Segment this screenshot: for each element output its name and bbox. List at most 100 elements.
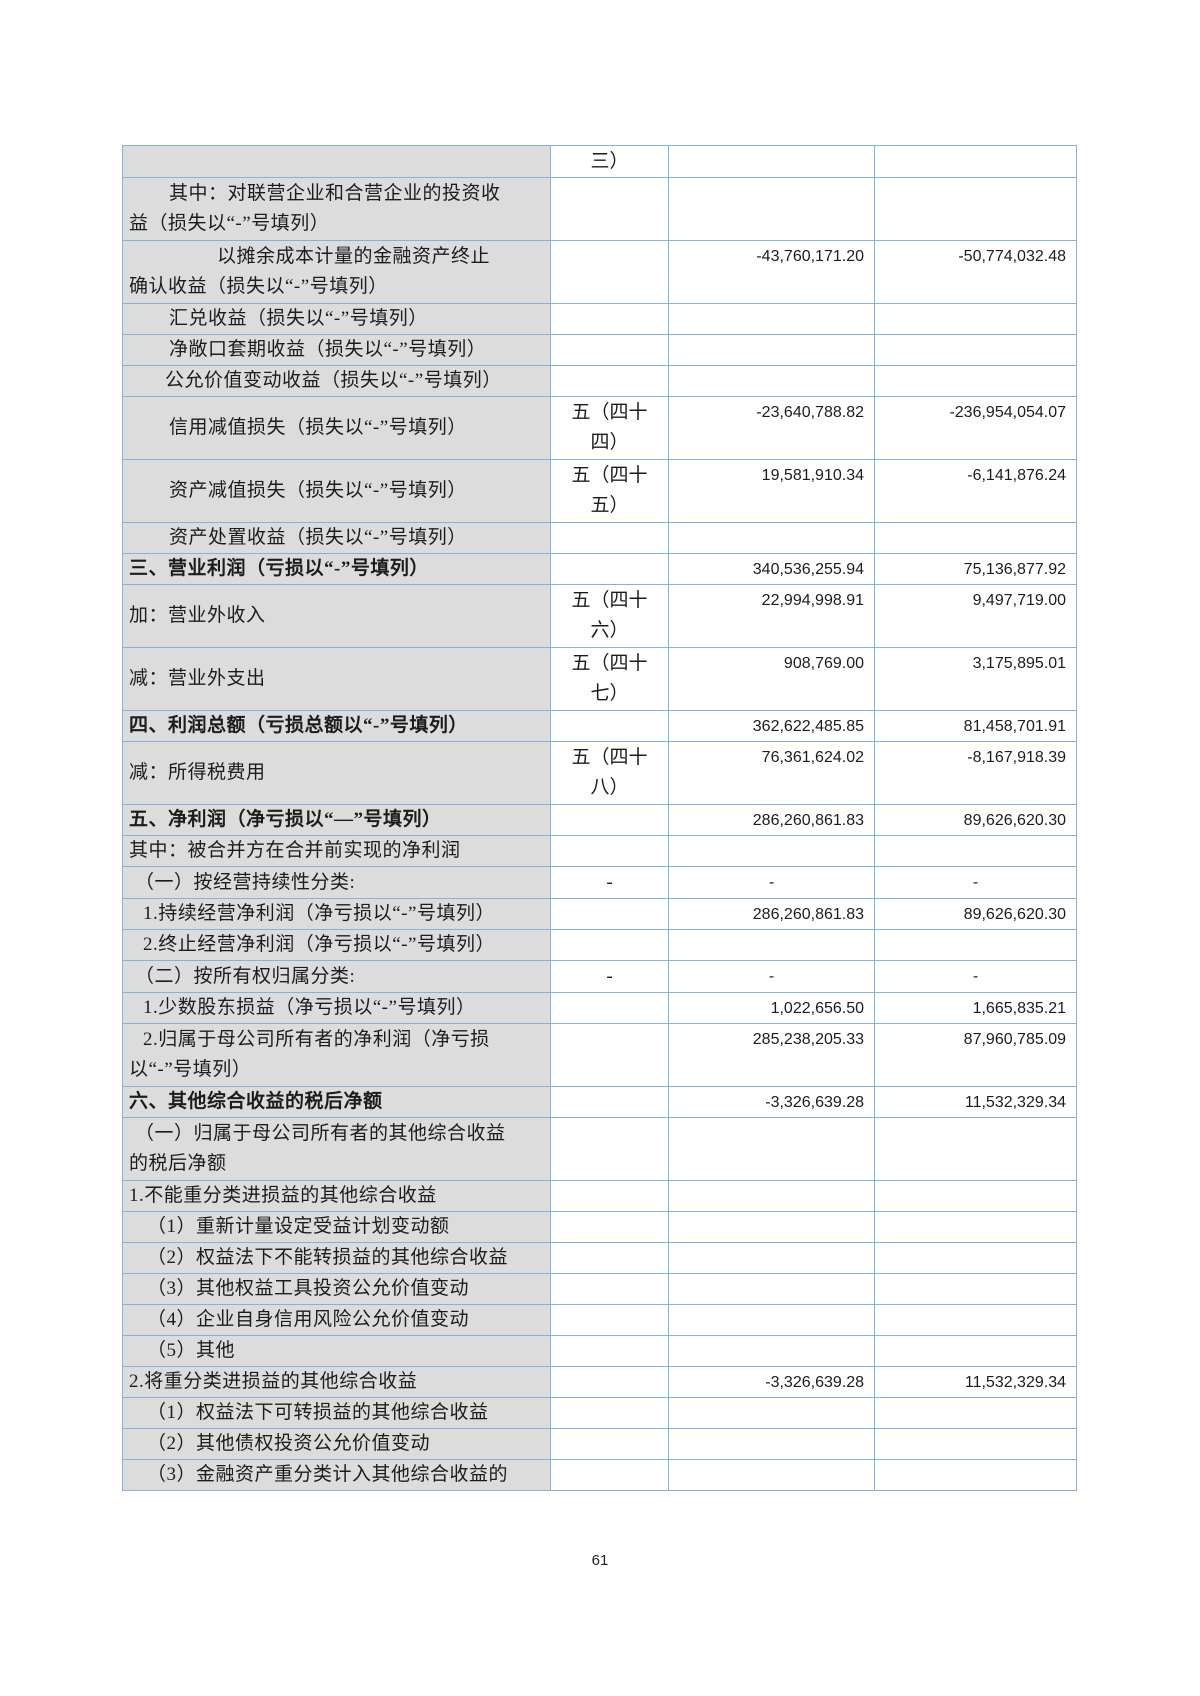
row-label-cell: 以摊余成本计量的金融资产终止 确认收益（损失以“-”号填列） — [122, 240, 551, 304]
value-prior-period-cell: 81,458,701.91 — [874, 710, 1077, 742]
note-reference-cell — [550, 1273, 669, 1305]
value-prior-period-cell — [874, 1335, 1077, 1367]
note-reference-cell — [550, 1304, 669, 1336]
note-reference-cell — [550, 710, 669, 742]
note-reference-cell — [550, 804, 669, 836]
table-row: 资产减值损失（损失以“-”号填列） 五（四十 五） 19,581,910.34 -6,… — [122, 459, 1077, 523]
value-prior-period-cell — [874, 522, 1077, 554]
value-prior-period-cell — [874, 929, 1077, 961]
note-reference-cell: 五（四十 四） — [550, 396, 669, 460]
note-reference-cell — [550, 1459, 669, 1491]
row-label-cell: 其中：被合并方在合并前实现的净利润 — [122, 835, 551, 867]
row-label-cell: 2.归属于母公司所有者的净利润（净亏损 以“-”号填列） — [122, 1023, 551, 1087]
value-current-period-cell: 1,022,656.50 — [668, 992, 875, 1024]
value-current-period-cell — [668, 145, 875, 178]
note-reference-cell — [550, 1086, 669, 1118]
table-row: （一）按经营持续性分类: - - - — [122, 866, 1077, 899]
row-label-cell: （3）金融资产重分类计入其他综合收益的 — [122, 1459, 551, 1491]
value-prior-period-cell: -6,141,876.24 — [874, 459, 1077, 523]
note-reference-cell — [550, 835, 669, 867]
row-label-cell: 资产减值损失（损失以“-”号填列） — [122, 459, 551, 523]
note-reference-cell: - — [550, 866, 669, 899]
value-prior-period-cell: 9,497,719.00 — [874, 584, 1077, 648]
value-prior-period-cell — [874, 1180, 1077, 1212]
value-prior-period-cell: - — [874, 960, 1077, 993]
table-row: 三、营业利润（亏损以“-”号填列） 340,536,255.94 75,136,87… — [122, 553, 1077, 585]
value-current-period-cell: -43,760,171.20 — [668, 240, 875, 304]
value-current-period-cell: 362,622,485.85 — [668, 710, 875, 742]
row-label-cell: 2.终止经营净利润（净亏损以“-”号填列） — [122, 929, 551, 961]
note-reference-cell: 三） — [550, 145, 669, 178]
note-reference-cell — [550, 240, 669, 304]
row-label-cell: （3）其他权益工具投资公允价值变动 — [122, 1273, 551, 1305]
value-prior-period-cell — [874, 1211, 1077, 1243]
value-current-period-cell — [668, 1335, 875, 1367]
value-current-period-cell: 286,260,861.83 — [668, 804, 875, 836]
note-reference-cell: 五（四十 六） — [550, 584, 669, 648]
table-row: （4）企业自身信用风险公允价值变动 — [122, 1304, 1077, 1336]
table-row: （二）按所有权归属分类: - - - — [122, 960, 1077, 993]
value-prior-period-cell: 3,175,895.01 — [874, 647, 1077, 711]
table-row: （5）其他 — [122, 1335, 1077, 1367]
value-prior-period-cell: 87,960,785.09 — [874, 1023, 1077, 1087]
row-label-cell: 减：所得税费用 — [122, 741, 551, 805]
row-label-cell: 1.持续经营净利润（净亏损以“-”号填列） — [122, 898, 551, 930]
table-row: 加：营业外收入 五（四十 六） 22,994,998.91 9,497,719.00 — [122, 584, 1077, 648]
value-current-period-cell: 22,994,998.91 — [668, 584, 875, 648]
row-label-cell: 资产处置收益（损失以“-”号填列） — [122, 522, 551, 554]
value-current-period-cell — [668, 365, 875, 397]
value-current-period-cell — [668, 835, 875, 867]
table-row: 公允价值变动收益（损失以“-”号填列） — [122, 365, 1077, 397]
table-row: （1）权益法下可转损益的其他综合收益 — [122, 1397, 1077, 1429]
table-row: 四、利润总额（亏损总额以“-”号填列） 362,622,485.85 81,458,… — [122, 710, 1077, 742]
note-reference-cell — [550, 1366, 669, 1398]
table-row: （2）权益法下不能转损益的其他综合收益 — [122, 1242, 1077, 1274]
table-row: 五、净利润（净亏损以“—”号填列） 286,260,861.83 89,626,62… — [122, 804, 1077, 836]
row-label-cell: （5）其他 — [122, 1335, 551, 1367]
value-prior-period-cell — [874, 177, 1077, 241]
value-current-period-cell: 285,238,205.33 — [668, 1023, 875, 1087]
table-row: （一）归属于母公司所有者的其他综合收益 的税后净额 — [122, 1117, 1077, 1181]
value-current-period-cell: - — [668, 960, 875, 993]
value-prior-period-cell — [874, 1397, 1077, 1429]
value-current-period-cell — [668, 303, 875, 335]
table-row: 三） — [122, 145, 1077, 178]
value-prior-period-cell — [874, 1242, 1077, 1274]
value-current-period-cell — [668, 1211, 875, 1243]
table-row: 其中：对联营企业和合营企业的投资收 益（损失以“-”号填列） — [122, 177, 1077, 241]
value-prior-period-cell: 75,136,877.92 — [874, 553, 1077, 585]
value-prior-period-cell — [874, 1459, 1077, 1491]
note-reference-cell — [550, 1180, 669, 1212]
value-current-period-cell — [668, 1117, 875, 1181]
row-label-cell: 五、净利润（净亏损以“—”号填列） — [122, 804, 551, 836]
value-prior-period-cell — [874, 1273, 1077, 1305]
value-prior-period-cell — [874, 1304, 1077, 1336]
value-prior-period-cell: -8,167,918.39 — [874, 741, 1077, 805]
value-current-period-cell: -23,640,788.82 — [668, 396, 875, 460]
row-label-cell: 净敞口套期收益（损失以“-”号填列） — [122, 334, 551, 366]
page-number: 61 — [591, 1552, 609, 1569]
value-prior-period-cell: - — [874, 866, 1077, 899]
value-current-period-cell — [668, 929, 875, 961]
table-row: 减：营业外支出 五（四十 七） 908,769.00 3,175,895.01 — [122, 647, 1077, 711]
note-reference-cell — [550, 553, 669, 585]
value-current-period-cell: - — [668, 866, 875, 899]
table-row: 净敞口套期收益（损失以“-”号填列） — [122, 334, 1077, 366]
table-row: 2.终止经营净利润（净亏损以“-”号填列） — [122, 929, 1077, 961]
value-current-period-cell — [668, 1304, 875, 1336]
row-label-cell — [122, 145, 551, 178]
value-current-period-cell — [668, 1459, 875, 1491]
note-reference-cell — [550, 992, 669, 1024]
value-prior-period-cell — [874, 1428, 1077, 1460]
note-reference-cell — [550, 929, 669, 961]
note-reference-cell — [550, 334, 669, 366]
row-label-cell: 减：营业外支出 — [122, 647, 551, 711]
row-label-cell: 1.少数股东损益（净亏损以“-”号填列） — [122, 992, 551, 1024]
row-label-cell: 其中：对联营企业和合营企业的投资收 益（损失以“-”号填列） — [122, 177, 551, 241]
row-label-cell: 2.将重分类进损益的其他综合收益 — [122, 1366, 551, 1398]
note-reference-cell — [550, 522, 669, 554]
value-current-period-cell — [668, 334, 875, 366]
note-reference-cell — [550, 365, 669, 397]
note-reference-cell — [550, 1117, 669, 1181]
value-current-period-cell: 908,769.00 — [668, 647, 875, 711]
